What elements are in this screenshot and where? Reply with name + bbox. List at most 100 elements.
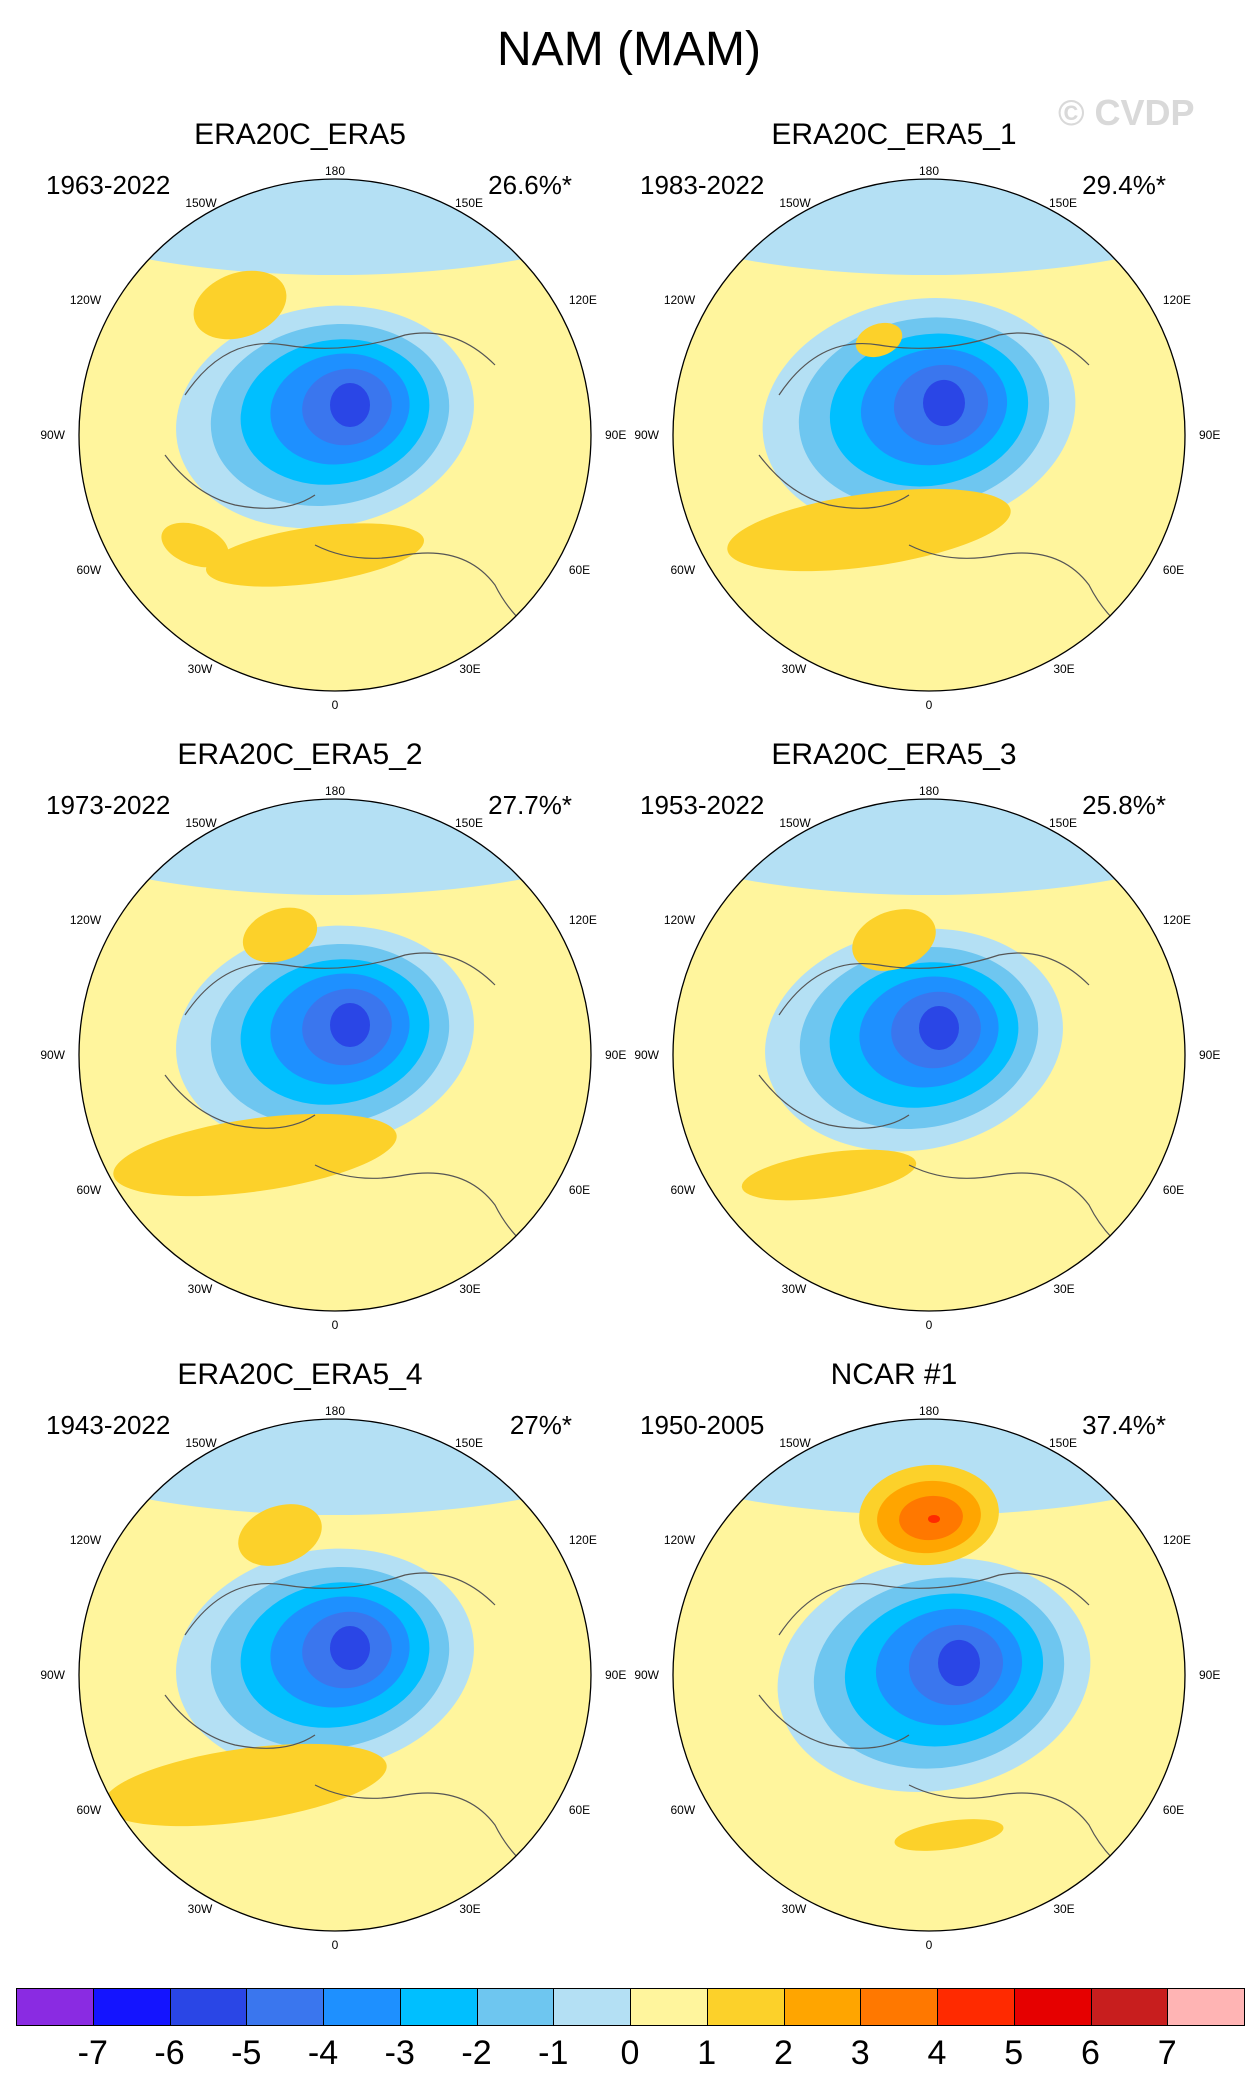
arctic-low-core xyxy=(330,1626,370,1670)
panel-years: 1963-2022 xyxy=(46,170,171,200)
longitude-label-60w: 60W xyxy=(76,563,101,577)
longitude-label-60w: 60W xyxy=(670,1183,695,1197)
longitude-label-120e: 120E xyxy=(1163,293,1191,307)
longitude-label-150w: 150W xyxy=(779,1436,811,1450)
polar-map: 180 150W 150E 120W 120E 90W 90E 60W 60E 30W 30E 0 xyxy=(40,784,626,1332)
panel-variance: 26.6%* xyxy=(488,170,572,200)
colorbar-tick-label: -5 xyxy=(231,2034,262,2072)
longitude-label-90e: 90E xyxy=(1199,1668,1220,1682)
longitude-label-90e: 90E xyxy=(1199,1048,1220,1062)
colorbar-swatch xyxy=(92,1988,171,2026)
atlantic-high xyxy=(727,488,1011,572)
polar-map: 180 150W 150E 120W 120E 90W 90E 60W 60E 30W 30E 0 xyxy=(634,784,1220,1332)
longitude-label-60e: 60E xyxy=(569,1183,590,1197)
longitude-label-120w: 120W xyxy=(664,913,696,927)
coastline xyxy=(184,332,496,396)
panel-variance: 29.4%* xyxy=(1082,170,1166,200)
map-panel-5: ERA20C_ERA5_4 1943-2022 27%* 180 150W 150E… xyxy=(0,1240,626,1952)
longitude-label-60w: 60W xyxy=(670,563,695,577)
map-panel-6: NCAR #1 1950-2005 37.4%* 180 150W 150E 120W… xyxy=(594,1240,1220,1952)
colorbar-tick-label: 2 xyxy=(774,2034,793,2072)
colorbar-swatch xyxy=(630,1988,708,2026)
longitude-label-90w: 90W xyxy=(634,428,659,442)
pacific-high xyxy=(242,907,318,963)
map-outline xyxy=(78,798,592,1312)
longitude-label-0: 0 xyxy=(332,1938,339,1952)
colorbar-tick-label: 7 xyxy=(1157,2034,1177,2072)
colorbar-swatch xyxy=(860,1988,938,2026)
longitude-label-90e: 90E xyxy=(605,1668,626,1682)
colorbar-tick-label: -7 xyxy=(77,2034,108,2072)
longitude-label-90w: 90W xyxy=(40,1668,65,1682)
longitude-label-30w: 30W xyxy=(782,662,807,676)
longitude-label-120w: 120W xyxy=(70,1533,102,1547)
longitude-label-150e: 150E xyxy=(455,1436,483,1450)
arctic-low-core xyxy=(919,1006,959,1050)
colorbar-tick-label: -1 xyxy=(538,2034,569,2072)
panel-title: ERA20C_ERA5_4 xyxy=(177,1358,423,1391)
longitude-label-150w: 150W xyxy=(185,196,217,210)
colorbar-swatch xyxy=(323,1988,401,2026)
longitude-label-60e: 60E xyxy=(1163,563,1184,577)
longitude-label-180: 180 xyxy=(325,784,345,798)
pacific-high xyxy=(852,909,936,971)
longitude-label-60w: 60W xyxy=(76,1803,101,1817)
map-outline xyxy=(672,178,1186,692)
colorbar-swatch xyxy=(476,1988,555,2026)
coastline xyxy=(778,332,1090,396)
arctic-low-core xyxy=(330,383,370,427)
longitude-label-120w: 120W xyxy=(664,293,696,307)
longitude-label-60w: 60W xyxy=(670,1803,695,1817)
longitude-label-60e: 60E xyxy=(1163,1803,1184,1817)
coastline xyxy=(184,952,496,1016)
colorbar-swatch xyxy=(706,1988,785,2026)
cvdp-watermark: © CVDP xyxy=(1058,92,1195,133)
longitude-label-60e: 60E xyxy=(569,563,590,577)
longitude-label-150w: 150W xyxy=(779,816,811,830)
longitude-label-150w: 150W xyxy=(185,816,217,830)
map-field xyxy=(673,179,1185,691)
coastline xyxy=(758,454,910,509)
longitude-label-0: 0 xyxy=(926,698,933,712)
longitude-label-120w: 120W xyxy=(70,293,102,307)
longitude-label-90w: 90W xyxy=(40,428,65,442)
map-panel-2: ERA20C_ERA5_1 1983-2022 29.4%* 180 150W 15… xyxy=(594,0,1220,712)
polar-map: 180 150W 150E 120W 120E 90W 90E 60W 60E 30W 30E 0 xyxy=(634,164,1220,712)
longitude-label-30w: 30W xyxy=(188,662,213,676)
colorbar-swatch xyxy=(1167,1988,1245,2026)
colorbar-swatch xyxy=(246,1988,324,2026)
atlantic-high xyxy=(103,1743,387,1827)
coastline xyxy=(164,454,316,509)
colorbar-swatch xyxy=(1013,1988,1092,2026)
longitude-label-30e: 30E xyxy=(1053,1902,1074,1916)
arctic-low-core xyxy=(938,1639,980,1687)
longitude-label-30e: 30E xyxy=(459,1282,480,1296)
negative-band xyxy=(673,799,1185,895)
negative-band xyxy=(673,179,1185,275)
colorbar-swatch xyxy=(783,1988,862,2026)
pacific-high-core xyxy=(928,1515,940,1523)
colorbar-swatch xyxy=(16,1988,94,2026)
map-outline xyxy=(78,178,592,692)
map-field xyxy=(79,1419,591,1931)
longitude-label-180: 180 xyxy=(325,164,345,178)
panel-years: 1950-2005 xyxy=(640,1410,765,1440)
longitude-label-150e: 150E xyxy=(1049,1436,1077,1450)
longitude-label-120e: 120E xyxy=(1163,1533,1191,1547)
longitude-label-150w: 150W xyxy=(779,196,811,210)
longitude-label-60w: 60W xyxy=(76,1183,101,1197)
longitude-label-30e: 30E xyxy=(459,662,480,676)
pacific-high xyxy=(193,270,287,340)
colorbar-tick-label: 3 xyxy=(850,2034,870,2072)
panel-title: ERA20C_ERA5 xyxy=(194,118,406,151)
longitude-label-150e: 150E xyxy=(455,816,483,830)
colorbar xyxy=(16,1988,1245,2028)
colorbar-tick-label: -3 xyxy=(384,2034,415,2072)
longitude-label-30w: 30W xyxy=(188,1902,213,1916)
panel-years: 1953-2022 xyxy=(640,790,765,820)
colorbar-swatch xyxy=(553,1988,631,2026)
longitude-label-150e: 150E xyxy=(455,196,483,210)
colorbar-tick-label: 6 xyxy=(1081,2034,1100,2072)
coastline xyxy=(778,952,1090,1016)
longitude-label-0: 0 xyxy=(926,1318,933,1332)
